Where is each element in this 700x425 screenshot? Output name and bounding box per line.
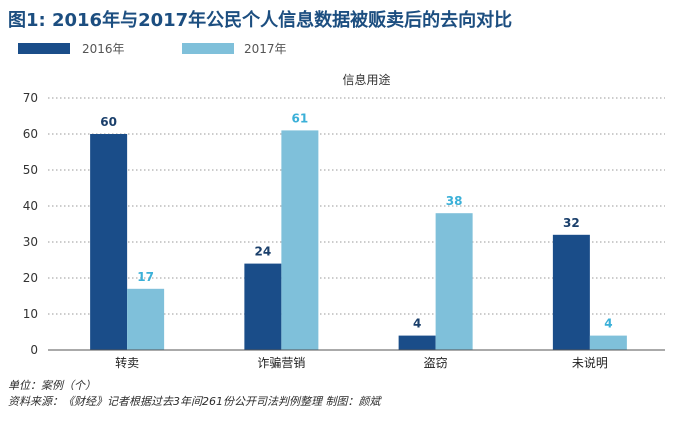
legend-swatch-1 (182, 43, 234, 54)
y-axis-ticks: 0 10 20 30 40 50 60 70 (23, 91, 38, 357)
chart-subtitle: 信息用途 (342, 72, 390, 87)
y-tick-label: 60 (23, 127, 38, 141)
data-label-0-0: 60 (100, 115, 117, 129)
legend-label-1: 2017年 (244, 42, 287, 56)
y-tick-label: 20 (23, 271, 38, 285)
footer: 单位：案例（个） 资料来源：《财经》记者根据过去3年间261份公开司法判例整理 … (8, 378, 381, 410)
legend-swatch-0 (18, 43, 70, 54)
y-tick-label: 10 (23, 307, 38, 321)
bars (90, 130, 627, 350)
data-label-1-2: 38 (446, 194, 463, 208)
source-note: 资料来源：《财经》记者根据过去3年间261份公开司法判例整理 制图：颜斌 (8, 395, 381, 408)
bar-1-2 (435, 213, 473, 350)
bar-0-1 (244, 263, 282, 350)
data-label-1-0: 17 (137, 270, 154, 284)
y-tick-label: 50 (23, 163, 38, 177)
bar-1-1 (281, 130, 319, 350)
bar-0-3 (552, 234, 590, 350)
data-labels: 60 17 24 61 4 38 32 4 (100, 111, 612, 330)
data-label-0-3: 32 (563, 216, 580, 230)
data-label-0-2: 4 (413, 317, 421, 331)
data-label-1-1: 61 (292, 111, 309, 125)
data-label-0-1: 24 (255, 245, 272, 259)
unit-note: 单位：案例（个） (8, 379, 96, 392)
x-axis: 转卖 诈骗营销 盗窃 未说明 (48, 349, 665, 370)
category-label: 未说明 (572, 355, 608, 370)
y-tick-label: 70 (23, 91, 38, 105)
y-tick-label: 30 (23, 235, 38, 249)
grid-lines (48, 97, 665, 315)
bar-1-0 (127, 288, 165, 350)
category-label: 转卖 (115, 355, 139, 370)
bar-0-2 (398, 335, 436, 350)
chart-title: 图1: 2016年与2017年公民个人信息数据被贩卖后的去向对比 (8, 10, 513, 31)
y-tick-label: 40 (23, 199, 38, 213)
bar-0-0 (90, 134, 128, 350)
y-tick-label: 0 (30, 343, 38, 357)
bar-1-3 (589, 335, 627, 350)
category-label: 盗窃 (424, 355, 448, 370)
data-label-1-3: 4 (604, 317, 612, 331)
category-label: 诈骗营销 (257, 355, 305, 370)
legend-label-0: 2016年 (82, 42, 125, 56)
legend: 2016年 2017年 (18, 42, 287, 56)
